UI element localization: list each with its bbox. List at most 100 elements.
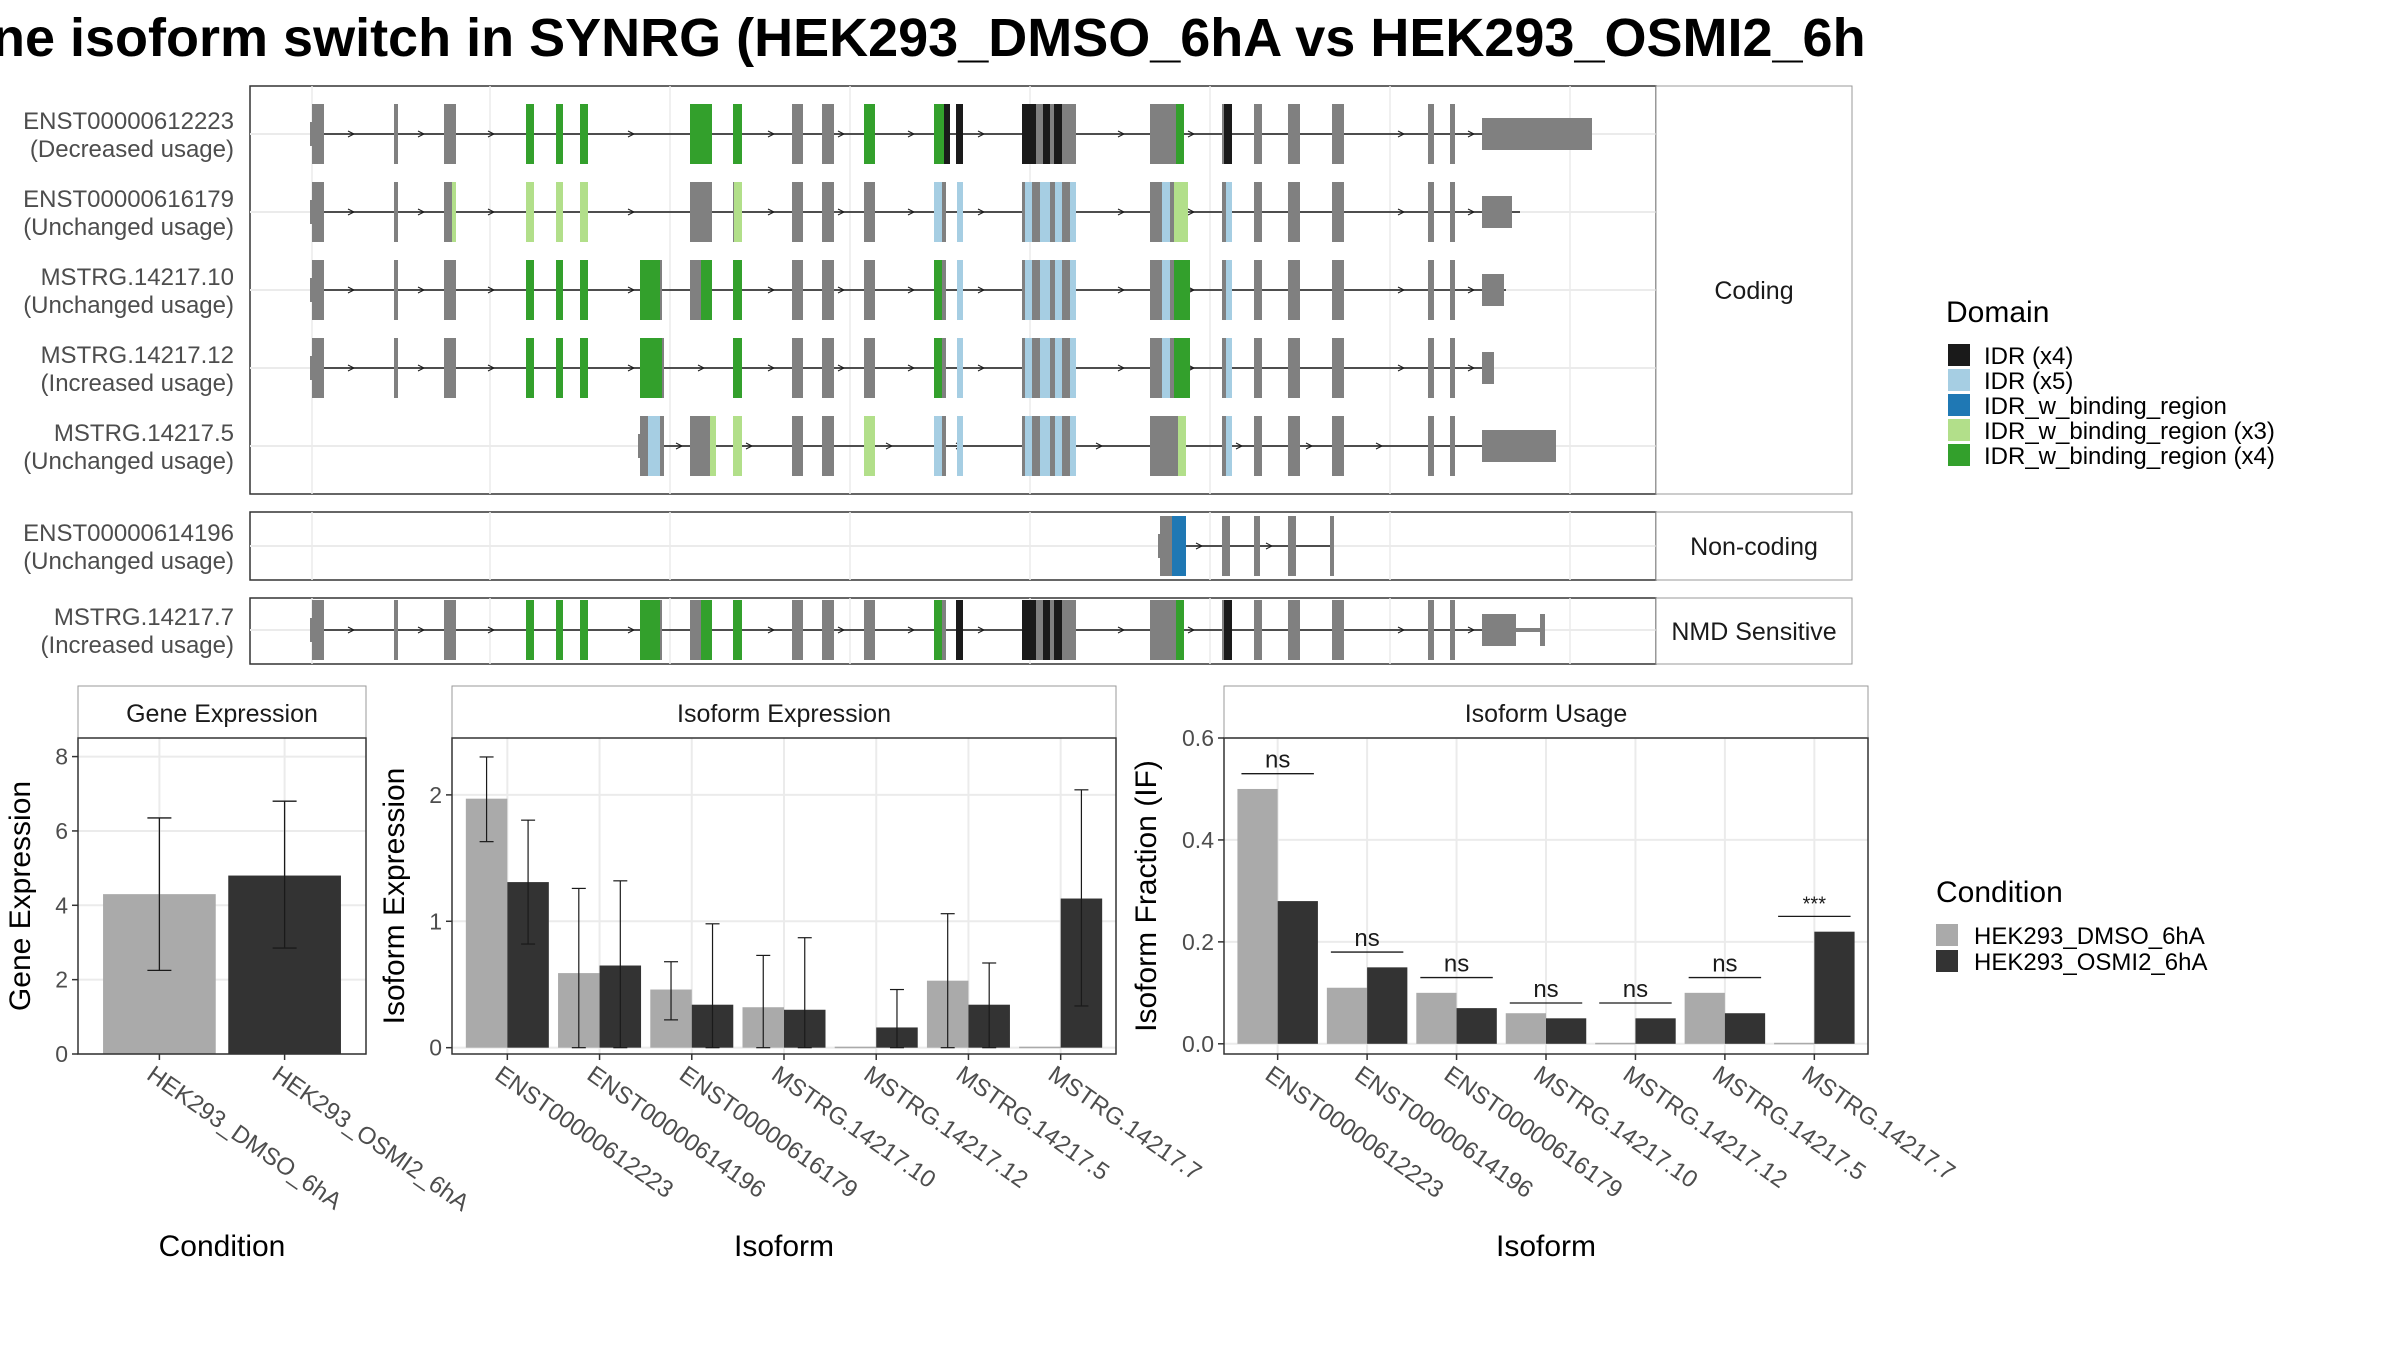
domain-block [1174,338,1190,398]
domain-block [1070,182,1076,242]
domain-block [1224,600,1232,660]
exon-block [1222,516,1230,576]
exon-block [1450,600,1455,660]
isoform-usage-label: (Unchanged usage) [23,214,234,241]
domain-block [556,260,563,320]
domain-block [1226,338,1232,398]
facet-strip [1655,597,1853,665]
direction-arrow [977,286,986,294]
exon-block [1428,104,1434,164]
domain-block [864,416,875,476]
domain-block [957,338,963,398]
domain-block [690,104,712,164]
exon-block [1288,338,1300,398]
x-tick-label: MSTRG.14217.7 [1043,1061,1206,1186]
exon-block [444,260,456,320]
direction-arrow [1235,442,1244,450]
y-tick-label: 0 [429,1035,442,1061]
domain-block [1040,182,1050,242]
domain-block [944,104,950,164]
exon-block [1428,600,1434,660]
domain-block [1055,416,1062,476]
direction-arrow [627,286,636,294]
domain-block [956,600,963,660]
transcript-ENST00000614196 [1158,516,1334,576]
exon-block [444,338,456,398]
direction-arrow [767,130,776,138]
domain-block [556,600,563,660]
domain-block [733,600,742,660]
direction-arrow [417,208,426,216]
domain-block [526,260,534,320]
direction-arrow [417,286,426,294]
exon-block [312,600,324,660]
exon-block [394,600,398,660]
isoform-id-label: ENST00000614196 [23,520,234,547]
exon-block [822,338,834,398]
exon-block [394,104,398,164]
domain-legend-label: IDR_w_binding_region [1984,393,2227,420]
exon-block [1254,416,1262,476]
exon-block [312,104,324,164]
domain-block [864,104,875,164]
domain-block [957,416,963,476]
exon-block [792,600,803,660]
bar [1684,992,1725,1044]
bar [1237,788,1278,1044]
domain-block [701,600,712,660]
domain-block [934,104,944,164]
x-tick-label: MSTRG.14217.12 [859,1061,1033,1194]
transcript-structure-panel: Coding Non-coding NMD Sensitive ENST0000061… [23,85,1853,665]
exon-block [1288,516,1296,576]
direction-arrow [1397,626,1406,634]
domain-block [1070,260,1076,320]
exon-block [1428,260,1434,320]
transcript-ENST00000612223 [310,104,1592,164]
exon-block [1254,260,1262,320]
exon-block [1150,104,1180,164]
direction-arrow [837,208,846,216]
domain-legend-swatch [1948,419,1970,441]
direction-arrow [347,626,356,634]
direction-arrow [1375,442,1384,450]
bar [1595,1042,1636,1045]
exon-block [1450,416,1455,476]
x-tick-label: MSTRG.14217.7 [1797,1061,1960,1186]
direction-arrow [1117,364,1126,372]
direction-arrow [1397,364,1406,372]
isoform-id-label: MSTRG.14217.5 [54,420,234,447]
y-axis-label: Isoform Expression [378,768,411,1025]
utr-block [1482,196,1512,228]
direction-arrow [347,286,356,294]
exon-block [690,182,712,242]
direction-arrow [417,130,426,138]
exon-block [1288,182,1300,242]
domain-block [580,600,588,660]
exon-block [1332,182,1344,242]
direction-arrow [627,364,636,372]
direction-arrow [627,626,636,634]
direction-arrow [1187,208,1196,216]
domain-block [934,182,942,242]
exon-block [312,182,324,242]
bar [1505,1013,1546,1044]
domain-block [1070,338,1076,398]
domain-block [733,104,742,164]
isoform-usage-label: (Unchanged usage) [23,448,234,475]
direction-arrow [347,364,356,372]
isoform-id-label: MSTRG.14217.12 [41,342,234,369]
domain-block [957,182,963,242]
direction-arrow [907,626,916,634]
direction-arrow [487,364,496,372]
exon-block [1332,600,1344,660]
exon-block [1450,182,1455,242]
y-tick-label: 2 [55,967,68,993]
exon-block [1288,600,1300,660]
domain-block [1174,182,1188,242]
domain-legend-swatch [1948,394,1970,416]
direction-arrow [1095,442,1104,450]
domain-block [580,182,588,242]
direction-arrow [1397,286,1406,294]
x-tick-label: MSTRG.14217.10 [767,1061,941,1194]
isoform-id-label: ENST00000612223 [23,108,234,135]
